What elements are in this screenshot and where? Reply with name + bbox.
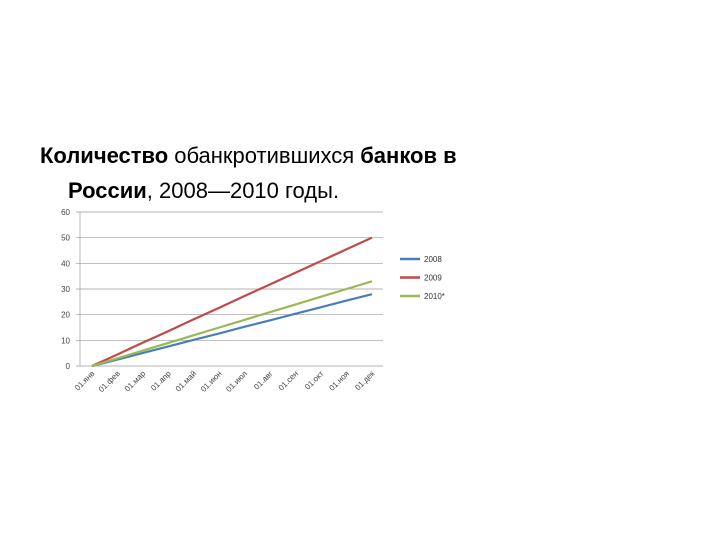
x-tick-label: 01.май bbox=[174, 369, 198, 393]
x-tick-label: 01.дек bbox=[353, 369, 377, 393]
x-tick-label: 01.июн bbox=[199, 369, 224, 394]
x-tick-label: 01.апр bbox=[149, 369, 173, 393]
x-tick-label: 01.окт bbox=[303, 369, 326, 392]
title-run: России bbox=[68, 178, 147, 203]
title-run: обанкротившихся bbox=[174, 143, 354, 168]
x-tick-label: 01.ноя bbox=[327, 369, 351, 393]
series-line bbox=[91, 280, 373, 368]
series-line bbox=[91, 236, 373, 368]
title-run: , 2008—2010 годы. bbox=[147, 178, 339, 203]
title-run: банков в bbox=[360, 143, 456, 168]
x-tick-label: 01.сен bbox=[277, 369, 300, 392]
chart-title: Количество обанкротившихся банков в bbox=[40, 143, 457, 168]
series-line bbox=[91, 293, 373, 368]
y-tick-label: 60 bbox=[61, 208, 70, 217]
y-tick-label: 0 bbox=[66, 362, 71, 371]
x-tick-label: 01.янв bbox=[73, 369, 96, 392]
legend-label: 2008 bbox=[424, 255, 442, 264]
legend-label: 2010* bbox=[424, 292, 445, 301]
x-tick-label: 01.авг bbox=[252, 369, 275, 392]
x-tick-label: 01.июл bbox=[224, 369, 249, 394]
y-tick-label: 50 bbox=[61, 234, 70, 243]
title-run: Количество bbox=[40, 143, 168, 168]
y-tick-label: 20 bbox=[61, 311, 70, 320]
x-tick-label: 01.фев bbox=[97, 369, 122, 394]
x-tick-label: 01.мар bbox=[123, 369, 148, 394]
chart-title: России, 2008—2010 годы. bbox=[68, 178, 339, 203]
y-tick-label: 40 bbox=[61, 259, 70, 268]
y-tick-label: 30 bbox=[61, 285, 70, 294]
y-tick-label: 10 bbox=[61, 336, 70, 345]
legend-label: 2009 bbox=[424, 274, 442, 283]
